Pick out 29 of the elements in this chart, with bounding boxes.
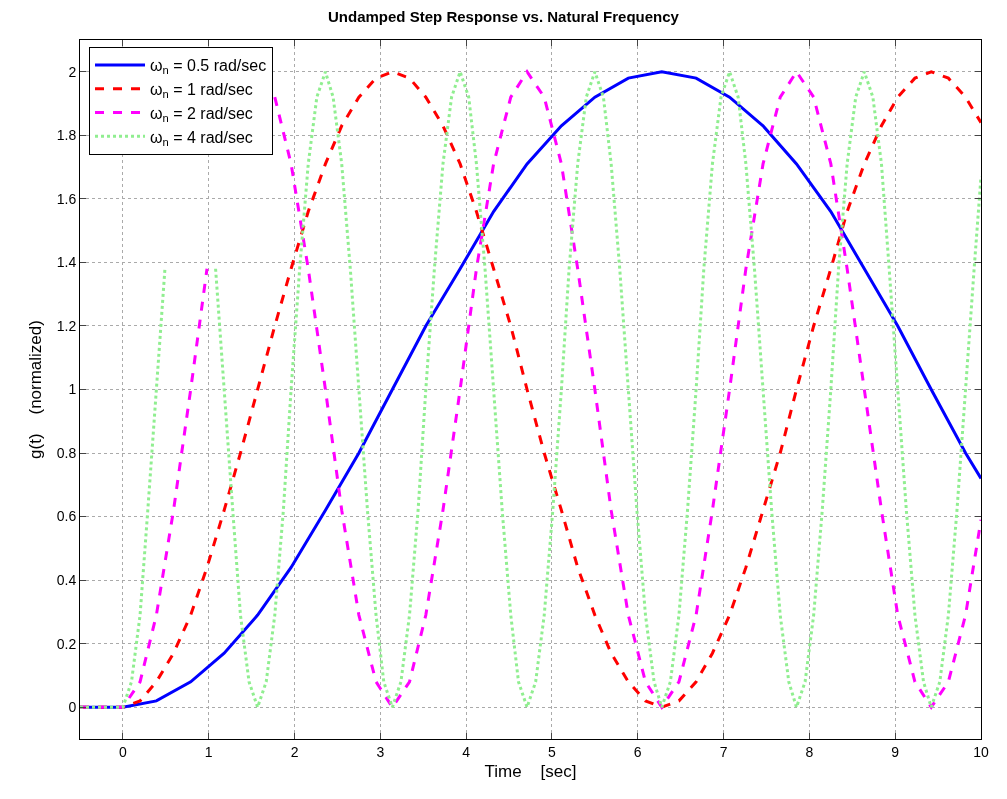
x-tick-label: 10	[973, 743, 989, 760]
y-tick-label: 0.8	[56, 444, 77, 461]
chart-title: Undamped Step Response vs. Natural Frequency	[328, 8, 680, 26]
y-tick-label: 1.6	[56, 190, 77, 207]
y-tick-label: 1.2	[56, 317, 77, 334]
x-axis-title: Time [sec]	[484, 762, 577, 782]
legend-label: ω$_{n}$ = 0.5 rad/sec	[150, 57, 267, 77]
y-tick-label: 1	[68, 381, 77, 398]
y-tick-label: 0	[68, 699, 77, 716]
legend-label: ω$_{n}$ = 1 rad/sec	[150, 80, 253, 101]
y-tick-label: 0.4	[56, 572, 77, 589]
x-tick-label: 9	[891, 743, 900, 760]
x-tick-label: 3	[376, 743, 385, 760]
x-tick-label: 5	[548, 743, 557, 760]
x-tick-label: 7	[719, 743, 728, 760]
x-tick-label: 8	[805, 743, 814, 760]
x-tick-label: 4	[462, 743, 471, 760]
y-axis-title: g(t) (normalized)	[26, 320, 46, 459]
y-tick-label: 1.8	[56, 127, 77, 144]
legend-label: ω$_{n}$ = 4 rad/sec	[150, 128, 253, 148]
y-tick-label: 2	[68, 63, 77, 80]
x-tick-label: 1	[204, 743, 213, 760]
x-tick-label: 6	[633, 743, 642, 760]
y-tick-label: 1.4	[56, 254, 77, 271]
y-tick-label: 0.2	[56, 635, 77, 652]
legend-label: ω$_{n}$ = 2 rad/sec	[150, 104, 253, 125]
x-tick-label: 2	[290, 743, 299, 760]
x-tick-label: 0	[119, 743, 127, 760]
y-tick-label: 0.6	[56, 508, 77, 525]
